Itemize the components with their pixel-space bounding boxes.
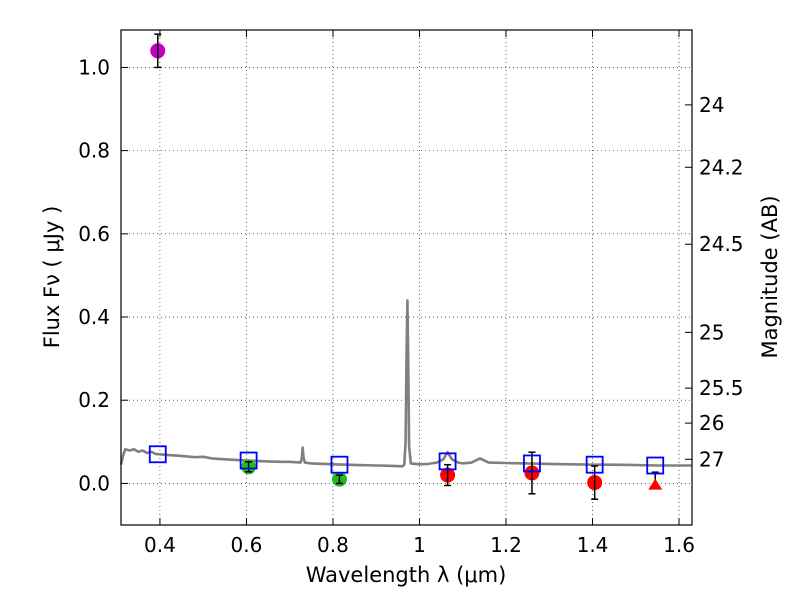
right-tick-label: 25 [699, 320, 724, 344]
right-axis-label: Magnitude (AB) [758, 195, 782, 358]
model-spectrum-line [119, 299, 692, 468]
x-tick-label: 0.4 [144, 533, 176, 557]
upper-limit-triangle [648, 478, 663, 490]
x-tick-label: 1.2 [490, 533, 522, 557]
right-tick-label: 24.2 [699, 155, 744, 179]
ticks-layer: 0.4 0.6 0.8 1 1.2 1.4 1.6 0.0 0.2 0.4 0.6 0.8 1.0 24 2… [78, 30, 744, 557]
right-tick-label: 26 [699, 411, 724, 435]
y-tick-label: 0.8 [78, 139, 110, 163]
right-tick-label: 24.5 [699, 232, 744, 256]
y-tick-label: 1.0 [78, 55, 110, 79]
model-photometry-square [438, 452, 457, 471]
y-tick-label: 0.6 [78, 222, 110, 246]
model-photometry-square [148, 445, 167, 464]
right-tick-label: 25.5 [699, 376, 744, 400]
plot-frame [120, 29, 693, 526]
model-photometry-square [585, 455, 604, 474]
y-tick-label: 0.2 [78, 388, 110, 412]
y-axis-label: Flux Fν ( μJy ) [40, 206, 64, 349]
y-tick-label: 0.0 [78, 471, 110, 495]
model-photometry-square [646, 456, 665, 475]
y-tick-label: 0.4 [78, 305, 110, 329]
model-spectrum-layer [119, 299, 692, 468]
x-axis-label: Wavelength λ (μm) [306, 563, 507, 587]
x-tick-label: 1 [413, 533, 426, 557]
data-points-layer [148, 33, 665, 500]
x-tick-label: 1.6 [663, 533, 695, 557]
x-tick-label: 0.6 [231, 533, 263, 557]
right-tick-label: 24 [699, 93, 724, 117]
model-photometry-square [330, 455, 349, 474]
x-tick-label: 0.8 [317, 533, 349, 557]
grid-lines [121, 30, 692, 525]
right-tick-label: 27 [699, 447, 724, 471]
model-photometry-square [239, 451, 258, 470]
model-photometry-square [523, 454, 541, 473]
x-tick-label: 1.4 [577, 533, 609, 557]
